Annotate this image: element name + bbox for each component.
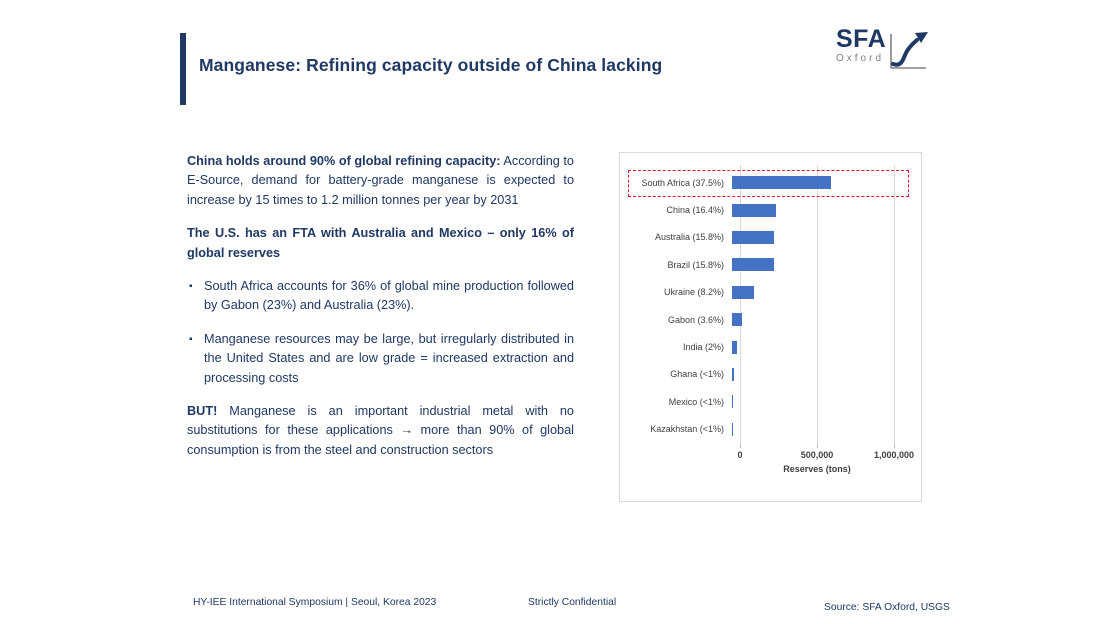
title-accent-bar [180,33,186,105]
chart-row: South Africa (37.5%) [620,169,921,196]
chart-bar [732,395,733,409]
chart-bar [732,313,742,327]
chart-grid-line [817,165,818,443]
chart-category-label: China (16.4%) [666,205,724,216]
chart-category-label: India (2%) [682,342,724,353]
chart-grid-line [894,165,895,443]
footer-confidential-label: Strictly Confidential [528,597,617,608]
chart-x-tick-label: 500,000 [800,450,834,460]
chart-axis-tick [740,443,741,448]
footer-source-label: Source: SFA Oxford, USGS [824,602,950,613]
chart-row: Kazakhstan (<1%) [620,416,921,443]
paragraph-but: BUT! Manganese is an important industria… [187,402,574,460]
paragraph-refining-capacity: China holds around 90% of global refinin… [187,152,574,210]
paragraph-fta: The U.S. has an FTA with Australia and M… [187,226,574,260]
chart-axis-tick [894,443,895,448]
chart-row: Ukraine (8.2%) [620,279,921,306]
chart-x-tick-label: 1,000,000 [873,450,915,460]
chart-rows: South Africa (37.5%) China (16.4%) Austral… [620,169,921,443]
footer-event-label: HY-IEE International Symposium | Seoul, … [193,597,437,608]
chart-bar [732,367,735,381]
chart-category-label: Brazil (15.8%) [667,259,724,270]
chart-axis-tick [817,443,818,448]
bullet-square-icon: ▪ [189,281,193,293]
paragraph-lead-bold: BUT! [187,404,218,419]
chart-category-label: Kazakhstan (<1%) [650,424,724,435]
chart-x-axis-label: Reserves (tons) [783,464,851,474]
logo-text: SFA Oxford [836,25,887,65]
chart-row: Mexico (<1%) [620,388,921,415]
paragraph-lead-bold: China holds around 90% of global refinin… [187,154,501,168]
chart-bar [732,230,774,244]
chart-bar [732,203,776,217]
chart-bar-area [732,306,921,333]
chart-bar [732,176,831,190]
chart-bar-area [732,388,921,415]
chart-bar [732,340,738,354]
page-title: Manganese: Refining capacity outside of … [199,55,663,75]
chart-category-label: Ukraine (8.2%) [663,287,724,298]
chart-category-label: South Africa (37.5%) [641,177,724,188]
paragraph-rest: Manganese is an important industrial met… [187,404,574,457]
chart-bar-area [732,196,921,223]
bullet-item-resources: ▪ Manganese resources may be large, but i… [187,330,574,388]
chart-row: Australia (15.8%) [620,224,921,251]
bullet-square-icon: ▪ [189,333,193,345]
body-text-column: China holds around 90% of global refinin… [187,152,574,474]
chart-bar-area [732,224,921,251]
chart-bar-area [732,416,921,443]
logo-oxford-label: Oxford [836,53,885,64]
chart-bar [732,285,754,299]
bullet-item-mine-production: ▪ South Africa accounts for 36% of global… [187,277,574,316]
chart-category-label: Gabon (3.6%) [667,314,724,325]
sfa-oxford-logo: SFA Oxford [836,27,932,77]
chart-bar-area [732,251,921,278]
chart-bar-area [732,169,921,196]
chart-bar-area [732,333,921,360]
chart-bar [732,422,733,436]
reserves-bar-chart: South Africa (37.5%) China (16.4%) Austral… [619,152,922,502]
chart-bar [732,258,774,272]
chart-row: China (16.4%) [620,196,921,223]
chart-row: Brazil (15.8%) [620,251,921,278]
paragraph-rest: According to E-Source, demand for batter… [187,154,574,207]
chart-row: India (2%) [620,333,921,360]
chart-bar-area [732,279,921,306]
chart-category-label: Australia (15.8%) [654,232,724,243]
logo-sfa-label: SFA [836,25,887,53]
bullet-text: South Africa accounts for 36% of global … [204,279,574,313]
chart-row: Ghana (<1%) [620,361,921,388]
south-africa-highlight-box [628,169,909,197]
chart-category-label: Mexico (<1%) [668,396,724,407]
chart-bar-area [732,361,921,388]
growth-arrow-icon [888,30,932,77]
chart-category-label: Ghana (<1%) [670,369,724,380]
bullet-list: ▪ South Africa accounts for 36% of global… [187,277,574,388]
chart-x-tick-label: 0 [737,450,743,460]
chart-grid-line [740,165,741,443]
bullet-text: Manganese resources may be large, but ir… [204,331,574,385]
chart-row: Gabon (3.6%) [620,306,921,333]
